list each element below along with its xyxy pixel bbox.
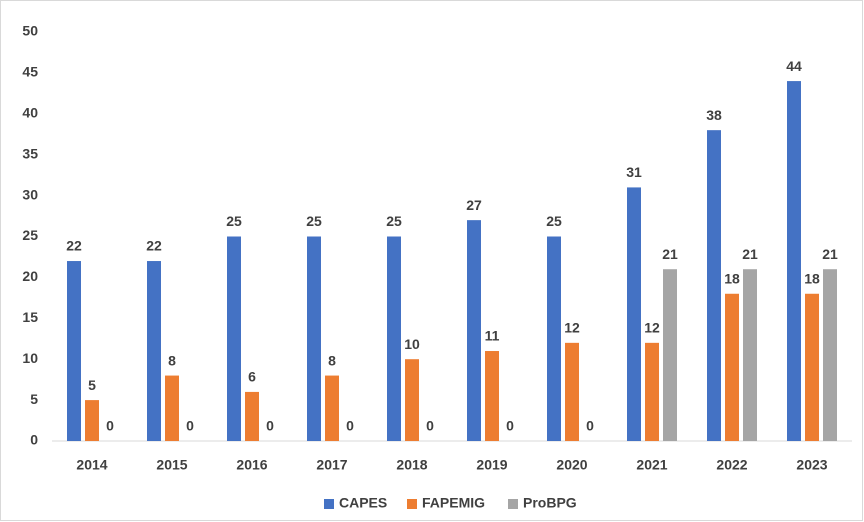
data-label: 8: [168, 352, 176, 368]
bar: [725, 293, 739, 441]
x-tick-label: 2014: [76, 457, 107, 473]
bar: [405, 359, 419, 441]
data-label: 0: [506, 418, 514, 434]
bar: [627, 187, 641, 441]
data-label: 0: [266, 418, 274, 434]
data-label: 8: [328, 352, 336, 368]
data-label: 25: [306, 213, 322, 229]
bar: [663, 269, 677, 441]
bar: [147, 261, 161, 441]
data-label: 0: [346, 418, 354, 434]
y-tick-label: 50: [22, 23, 38, 39]
data-label: 21: [742, 246, 758, 262]
legend-swatch: [324, 499, 334, 509]
legend-swatch: [508, 499, 518, 509]
y-tick-label: 30: [22, 186, 38, 202]
data-label: 22: [146, 238, 162, 254]
bar: [805, 293, 819, 441]
legend-swatch: [407, 499, 417, 509]
bar: [707, 130, 721, 441]
x-tick-label: 2018: [396, 457, 427, 473]
x-tick-label: 2023: [796, 457, 827, 473]
data-label: 18: [804, 270, 820, 286]
bar: [307, 236, 321, 441]
legend-label: ProBPG: [523, 495, 577, 511]
data-label: 6: [248, 369, 256, 385]
bar: [85, 400, 99, 441]
data-label: 0: [186, 418, 194, 434]
bar: [743, 269, 757, 441]
data-label: 0: [586, 418, 594, 434]
y-tick-label: 15: [22, 309, 38, 325]
bar: [645, 342, 659, 441]
x-tick-label: 2022: [716, 457, 747, 473]
data-label: 10: [404, 336, 420, 352]
data-label: 12: [644, 320, 660, 336]
y-tick-label: 40: [22, 105, 38, 121]
data-label: 44: [786, 58, 802, 74]
bar: [467, 220, 481, 441]
x-tick-label: 2019: [476, 457, 507, 473]
bar: [227, 236, 241, 441]
y-tick-label: 35: [22, 145, 38, 161]
y-tick-label: 45: [22, 64, 38, 80]
bar: [245, 391, 259, 441]
data-label: 0: [106, 418, 114, 434]
y-tick-label: 25: [22, 227, 38, 243]
data-label: 25: [226, 213, 242, 229]
data-label: 25: [546, 213, 562, 229]
bar: [165, 375, 179, 441]
y-tick-label: 0: [30, 432, 38, 448]
legend-label: FAPEMIG: [422, 495, 485, 511]
x-tick-label: 2020: [556, 457, 587, 473]
data-label: 21: [662, 246, 678, 262]
bar: [565, 342, 579, 441]
x-tick-label: 2016: [236, 457, 267, 473]
data-label: 38: [706, 107, 722, 123]
bar: [387, 236, 401, 441]
bar: [325, 375, 339, 441]
bar: [485, 351, 499, 441]
bar: [547, 236, 561, 441]
y-tick-label: 20: [22, 268, 38, 284]
bar: [67, 261, 81, 441]
data-label: 12: [564, 320, 580, 336]
bar: [787, 81, 801, 441]
y-tick-label: 5: [30, 391, 38, 407]
data-label: 31: [626, 164, 642, 180]
x-tick-label: 2017: [316, 457, 347, 473]
y-tick-label: 10: [22, 350, 38, 366]
x-tick-label: 2021: [636, 457, 667, 473]
data-label: 11: [485, 328, 500, 344]
data-label: 21: [822, 246, 838, 262]
data-label: 22: [66, 238, 82, 254]
data-label: 18: [724, 270, 740, 286]
data-label: 27: [466, 197, 482, 213]
data-label: 5: [88, 377, 96, 393]
data-label: 0: [426, 418, 434, 434]
legend-label: CAPES: [339, 495, 387, 511]
x-tick-label: 2015: [156, 457, 187, 473]
bar: [823, 269, 837, 441]
data-label: 25: [386, 213, 402, 229]
